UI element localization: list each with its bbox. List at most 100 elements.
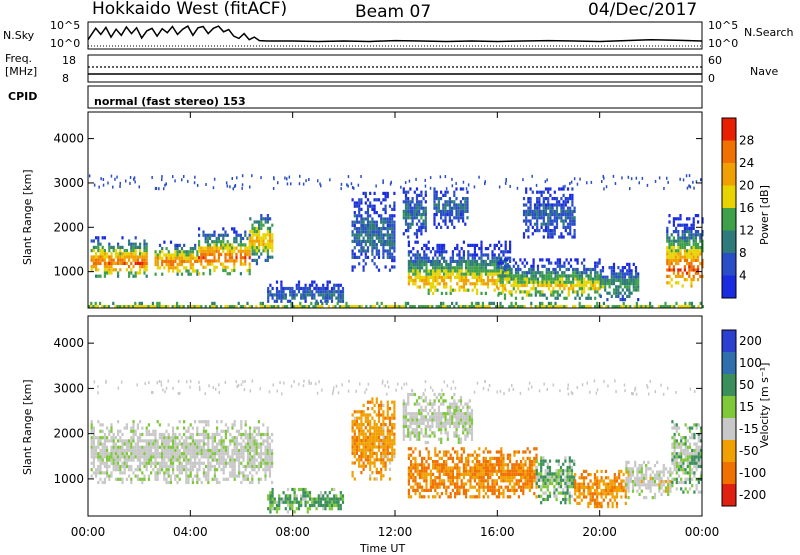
- echo-cell: [433, 213, 435, 216]
- echo-cell: [172, 468, 174, 471]
- echo-cell: [119, 446, 121, 449]
- echo-cell: [93, 462, 95, 465]
- echo-cell: [559, 278, 561, 281]
- echo-cell: [185, 269, 187, 272]
- echo-cell: [205, 471, 207, 474]
- echo-cell: [420, 431, 422, 434]
- echo-cell: [168, 465, 170, 468]
- echo-cell: [170, 452, 172, 455]
- echo-cell: [502, 281, 504, 284]
- echo-cell: [152, 462, 154, 465]
- echo-cell: [152, 446, 154, 449]
- echo-cell: [269, 449, 271, 452]
- echo-cell: [423, 263, 425, 266]
- echo-cell: [460, 396, 462, 399]
- echo-cell: [267, 427, 269, 430]
- echo-cell: [463, 289, 465, 292]
- echo-cell: [187, 452, 189, 455]
- echo-cell: [620, 292, 622, 295]
- echo-cell: [102, 249, 104, 252]
- echo-cell: [168, 263, 170, 266]
- echo-cell: [504, 258, 506, 261]
- echo-cell: [552, 219, 554, 222]
- echo-cell: [376, 230, 378, 233]
- echo-cell: [130, 252, 132, 255]
- echo-cell: [462, 431, 464, 434]
- echo-cell: [256, 471, 258, 474]
- echo-cell: [218, 253, 220, 256]
- echo-cell: [267, 297, 269, 300]
- echo-cell: [382, 436, 384, 439]
- echo-cell: [132, 420, 134, 423]
- echo-cell: [342, 300, 344, 303]
- echo-cell: [433, 197, 435, 200]
- echo-cell: [425, 406, 427, 409]
- echo-cell: [410, 476, 412, 479]
- echo-cell: [675, 227, 677, 230]
- scatter-cell: [94, 184, 96, 187]
- echo-cell: [596, 290, 598, 293]
- echo-cell: [682, 246, 684, 249]
- scatter-cell: [260, 176, 262, 179]
- echo-cell: [382, 249, 384, 252]
- echo-cell: [363, 436, 365, 439]
- echo-cell: [414, 203, 416, 206]
- echo-cell: [108, 249, 110, 252]
- echo-cell: [513, 287, 515, 290]
- echo-cell: [677, 217, 679, 220]
- echo-cell: [276, 504, 278, 507]
- echo-cell: [461, 273, 463, 276]
- echo-cell: [205, 247, 207, 250]
- echo-cell: [450, 289, 452, 292]
- echo-cell: [453, 207, 455, 210]
- echo-cell: [196, 481, 198, 484]
- echo-cell: [547, 232, 549, 235]
- echo-cell: [458, 419, 460, 422]
- echo-cell: [523, 219, 525, 222]
- echo-cell: [115, 262, 117, 265]
- echo-cell: [677, 259, 679, 262]
- echo-cell: [97, 481, 99, 484]
- echo-cell: [697, 265, 699, 268]
- echo-cell: [613, 288, 615, 291]
- echo-cell: [673, 243, 675, 246]
- echo-cell: [393, 224, 395, 227]
- echo-cell: [434, 435, 436, 438]
- echo-cell: [414, 269, 416, 272]
- echo-cell: [190, 436, 192, 439]
- echo-cell: [194, 455, 196, 458]
- echo-cell: [467, 266, 469, 269]
- echo-cell: [539, 274, 541, 277]
- echo-cell: [159, 250, 161, 253]
- echo-cell: [699, 236, 701, 239]
- echo-cell: [467, 406, 469, 409]
- echo-cell: [360, 465, 362, 468]
- echo-cell: [333, 498, 335, 501]
- echo-cell: [179, 455, 181, 458]
- echo-cell: [102, 236, 104, 239]
- echo-cell: [431, 403, 433, 406]
- echo-cell: [389, 442, 391, 445]
- echo-cell: [425, 273, 427, 276]
- echo-cell: [439, 276, 441, 279]
- echo-cell: [385, 198, 387, 201]
- echo-cell: [198, 272, 200, 275]
- echo-cell: [218, 455, 220, 458]
- echo-cell: [183, 250, 185, 253]
- echo-cell: [622, 276, 624, 279]
- echo-cell: [668, 256, 670, 259]
- echo-cell: [489, 279, 491, 282]
- echo-cell: [494, 266, 496, 269]
- echo-cell: [385, 240, 387, 243]
- echo-cell: [165, 471, 167, 474]
- echo-cell: [280, 284, 282, 287]
- echo-cell: [572, 271, 574, 274]
- echo-cell: [267, 433, 269, 436]
- echo-cell: [403, 200, 405, 203]
- echo-cell: [449, 425, 451, 428]
- echo-cell: [157, 253, 159, 256]
- echo-cell: [543, 197, 545, 200]
- echo-cell: [427, 412, 429, 415]
- echo-cell: [428, 289, 430, 292]
- scatter-cell: [214, 178, 216, 181]
